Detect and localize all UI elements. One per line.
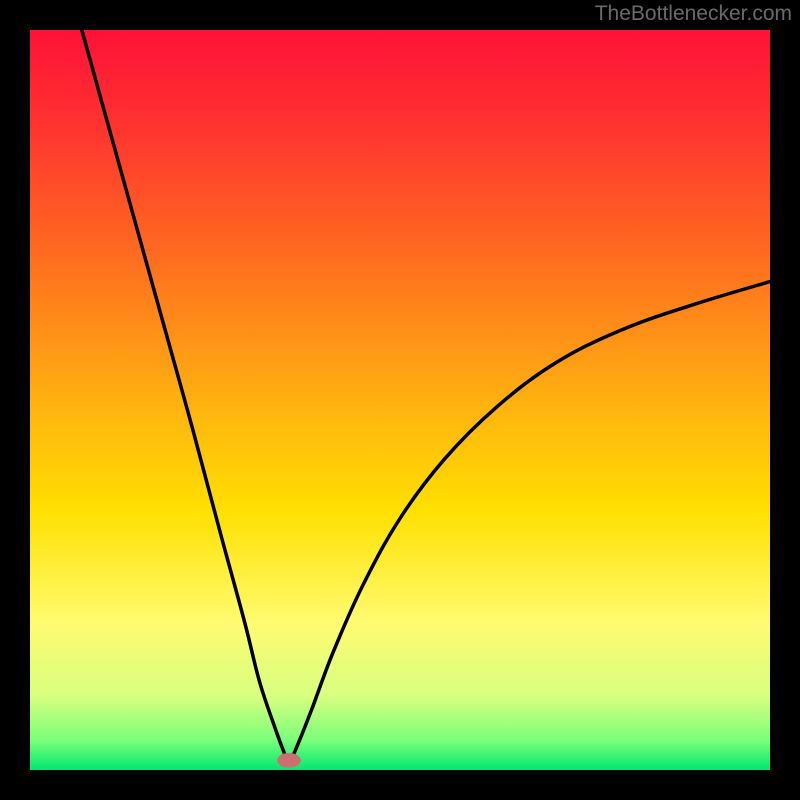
curve-layer <box>30 30 770 770</box>
plot-area <box>30 30 770 770</box>
figure-root: TheBottlenecker.com <box>0 0 800 800</box>
bottleneck-curve <box>82 30 770 763</box>
watermark-text: TheBottlenecker.com <box>595 2 792 26</box>
minimum-marker <box>277 753 301 768</box>
